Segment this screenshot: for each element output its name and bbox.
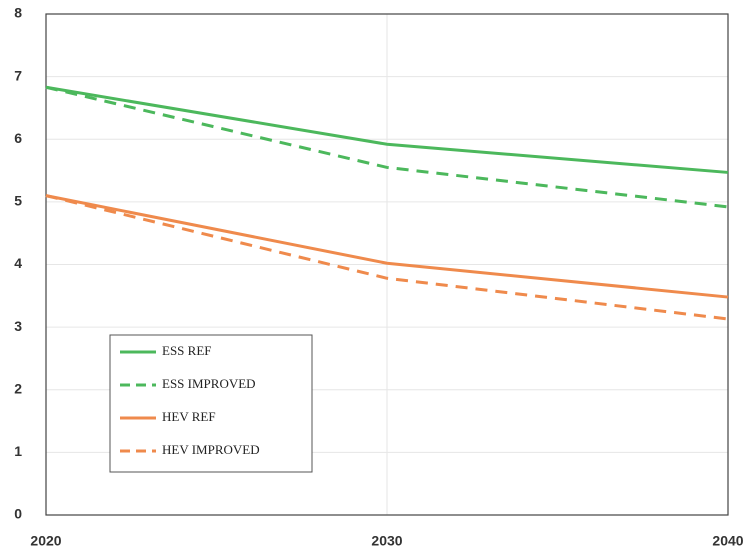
y-tick-label: 6 xyxy=(14,130,22,146)
series-line xyxy=(45,194,729,321)
series-line xyxy=(45,85,729,174)
y-tick-label: 7 xyxy=(14,67,22,83)
x-tick-label: 2040 xyxy=(712,533,743,549)
legend-label: ESS REF xyxy=(162,343,212,358)
plot-frame xyxy=(45,13,729,516)
y-tick-label: 3 xyxy=(14,318,22,334)
y-tick-label: 4 xyxy=(14,255,22,271)
legend-label: HEV REF xyxy=(162,409,216,424)
legend xyxy=(109,334,313,473)
y-tick-label: 0 xyxy=(14,506,22,522)
series-line xyxy=(45,194,729,299)
y-tick-label: 1 xyxy=(14,443,22,459)
y-tick-label: 8 xyxy=(14,5,22,21)
legend-label: ESS IMPROVED xyxy=(162,376,256,391)
y-tick-label: 2 xyxy=(14,380,22,396)
legend-label: HEV IMPROVED xyxy=(162,442,260,457)
x-tick-label: 2030 xyxy=(371,533,402,549)
series-line xyxy=(45,85,729,209)
x-tick-label: 2020 xyxy=(30,533,61,549)
y-tick-label: 5 xyxy=(14,193,22,209)
